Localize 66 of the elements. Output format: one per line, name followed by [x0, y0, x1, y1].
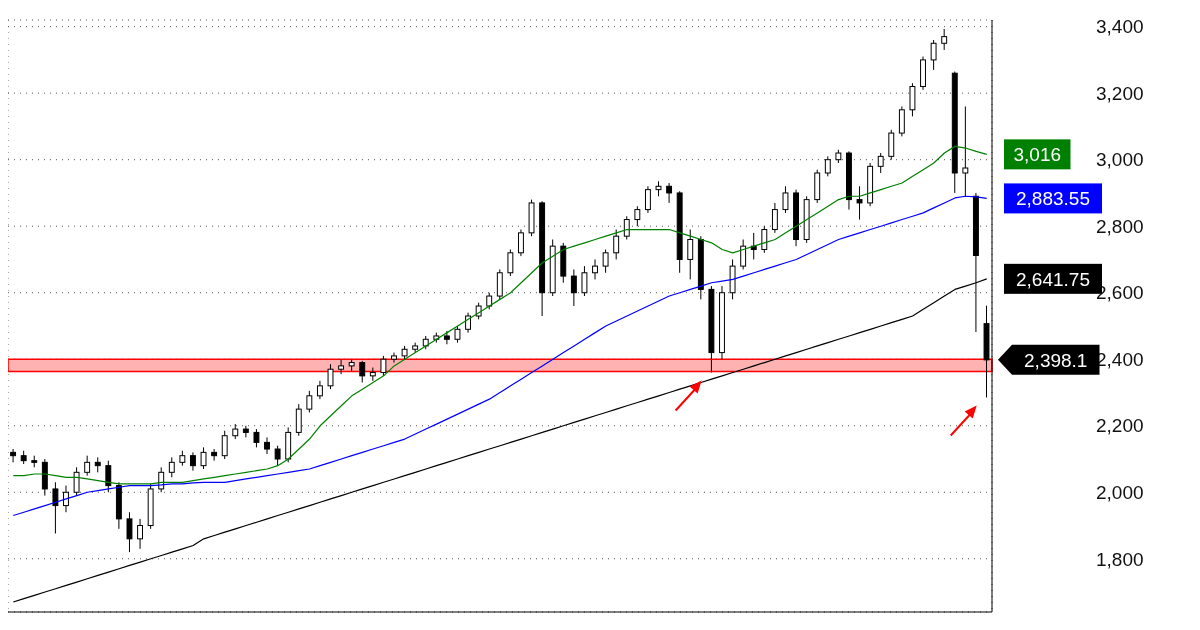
candlestick: [613, 229, 620, 260]
candlestick: [602, 248, 609, 274]
candlestick: [930, 39, 937, 71]
candlestick: [84, 455, 91, 477]
candlestick: [338, 358, 345, 375]
candlestick: [687, 229, 694, 280]
candlestick: [168, 456, 175, 478]
candlestick: [740, 239, 747, 270]
candlestick: [518, 229, 524, 257]
candlestick: [306, 390, 313, 413]
candlestick: [380, 355, 387, 377]
candlestick: [190, 451, 196, 472]
candlestick: [941, 28, 948, 51]
candlestick: [274, 445, 281, 467]
candlestick: [592, 258, 598, 280]
y-tick-label: 2,200: [1096, 415, 1144, 437]
candlestick: [496, 268, 503, 300]
candlestick: [507, 248, 514, 277]
data-label: 3,016: [1013, 144, 1062, 166]
candlestick: [105, 460, 112, 493]
candlestick: [856, 185, 863, 221]
candlestick: [877, 152, 884, 174]
candlestick: [221, 430, 228, 460]
candlestick: [644, 185, 651, 214]
candlestick: [295, 403, 302, 437]
candlestick: [391, 352, 397, 364]
candlestick: [63, 485, 69, 513]
candlestick: [359, 360, 366, 384]
candlestick: [242, 425, 249, 438]
candlestick: [888, 129, 895, 161]
candlestick: [962, 105, 969, 197]
candlestick: [200, 446, 207, 470]
candlestick: [909, 82, 916, 117]
data-label: 2,641.75: [1016, 268, 1090, 290]
line-series: [12, 195, 988, 517]
text: 2,398.1: [1024, 349, 1088, 371]
y-tick-label: 3,200: [1096, 82, 1144, 104]
candlestick: [316, 380, 323, 400]
candlestick: [782, 185, 789, 214]
candlestick: [570, 268, 577, 307]
candlestick: [443, 330, 450, 345]
y-tick-label: 3,400: [1096, 16, 1144, 38]
candlestick: [52, 481, 59, 535]
candlestick: [327, 363, 334, 390]
candlestick: [211, 448, 218, 462]
y-tick-label: 1,800: [1096, 548, 1144, 570]
candlestick: [898, 105, 905, 137]
candlestick: [824, 155, 831, 177]
candlestick: [126, 511, 133, 553]
data-label: 2,883.55: [1016, 188, 1090, 210]
y-tick-label: 2,400: [1096, 348, 1144, 370]
y-tick-label: 2,800: [1096, 215, 1144, 237]
candlestick: [10, 448, 17, 463]
candlestick: [73, 466, 80, 497]
y-tick-label: 2,000: [1096, 482, 1144, 504]
candlestick: [666, 182, 673, 204]
y-tick-label: 3,000: [1096, 149, 1144, 171]
candlestick: [771, 202, 778, 234]
candlestick: [264, 436, 270, 455]
candlestick: [253, 428, 260, 448]
candlestick: [137, 518, 144, 550]
candlestick: [634, 205, 641, 227]
y-tick-label: 2,600: [1096, 282, 1144, 304]
candlestick: [623, 215, 630, 241]
candlestick: [761, 225, 768, 254]
candlestick: [581, 265, 588, 297]
